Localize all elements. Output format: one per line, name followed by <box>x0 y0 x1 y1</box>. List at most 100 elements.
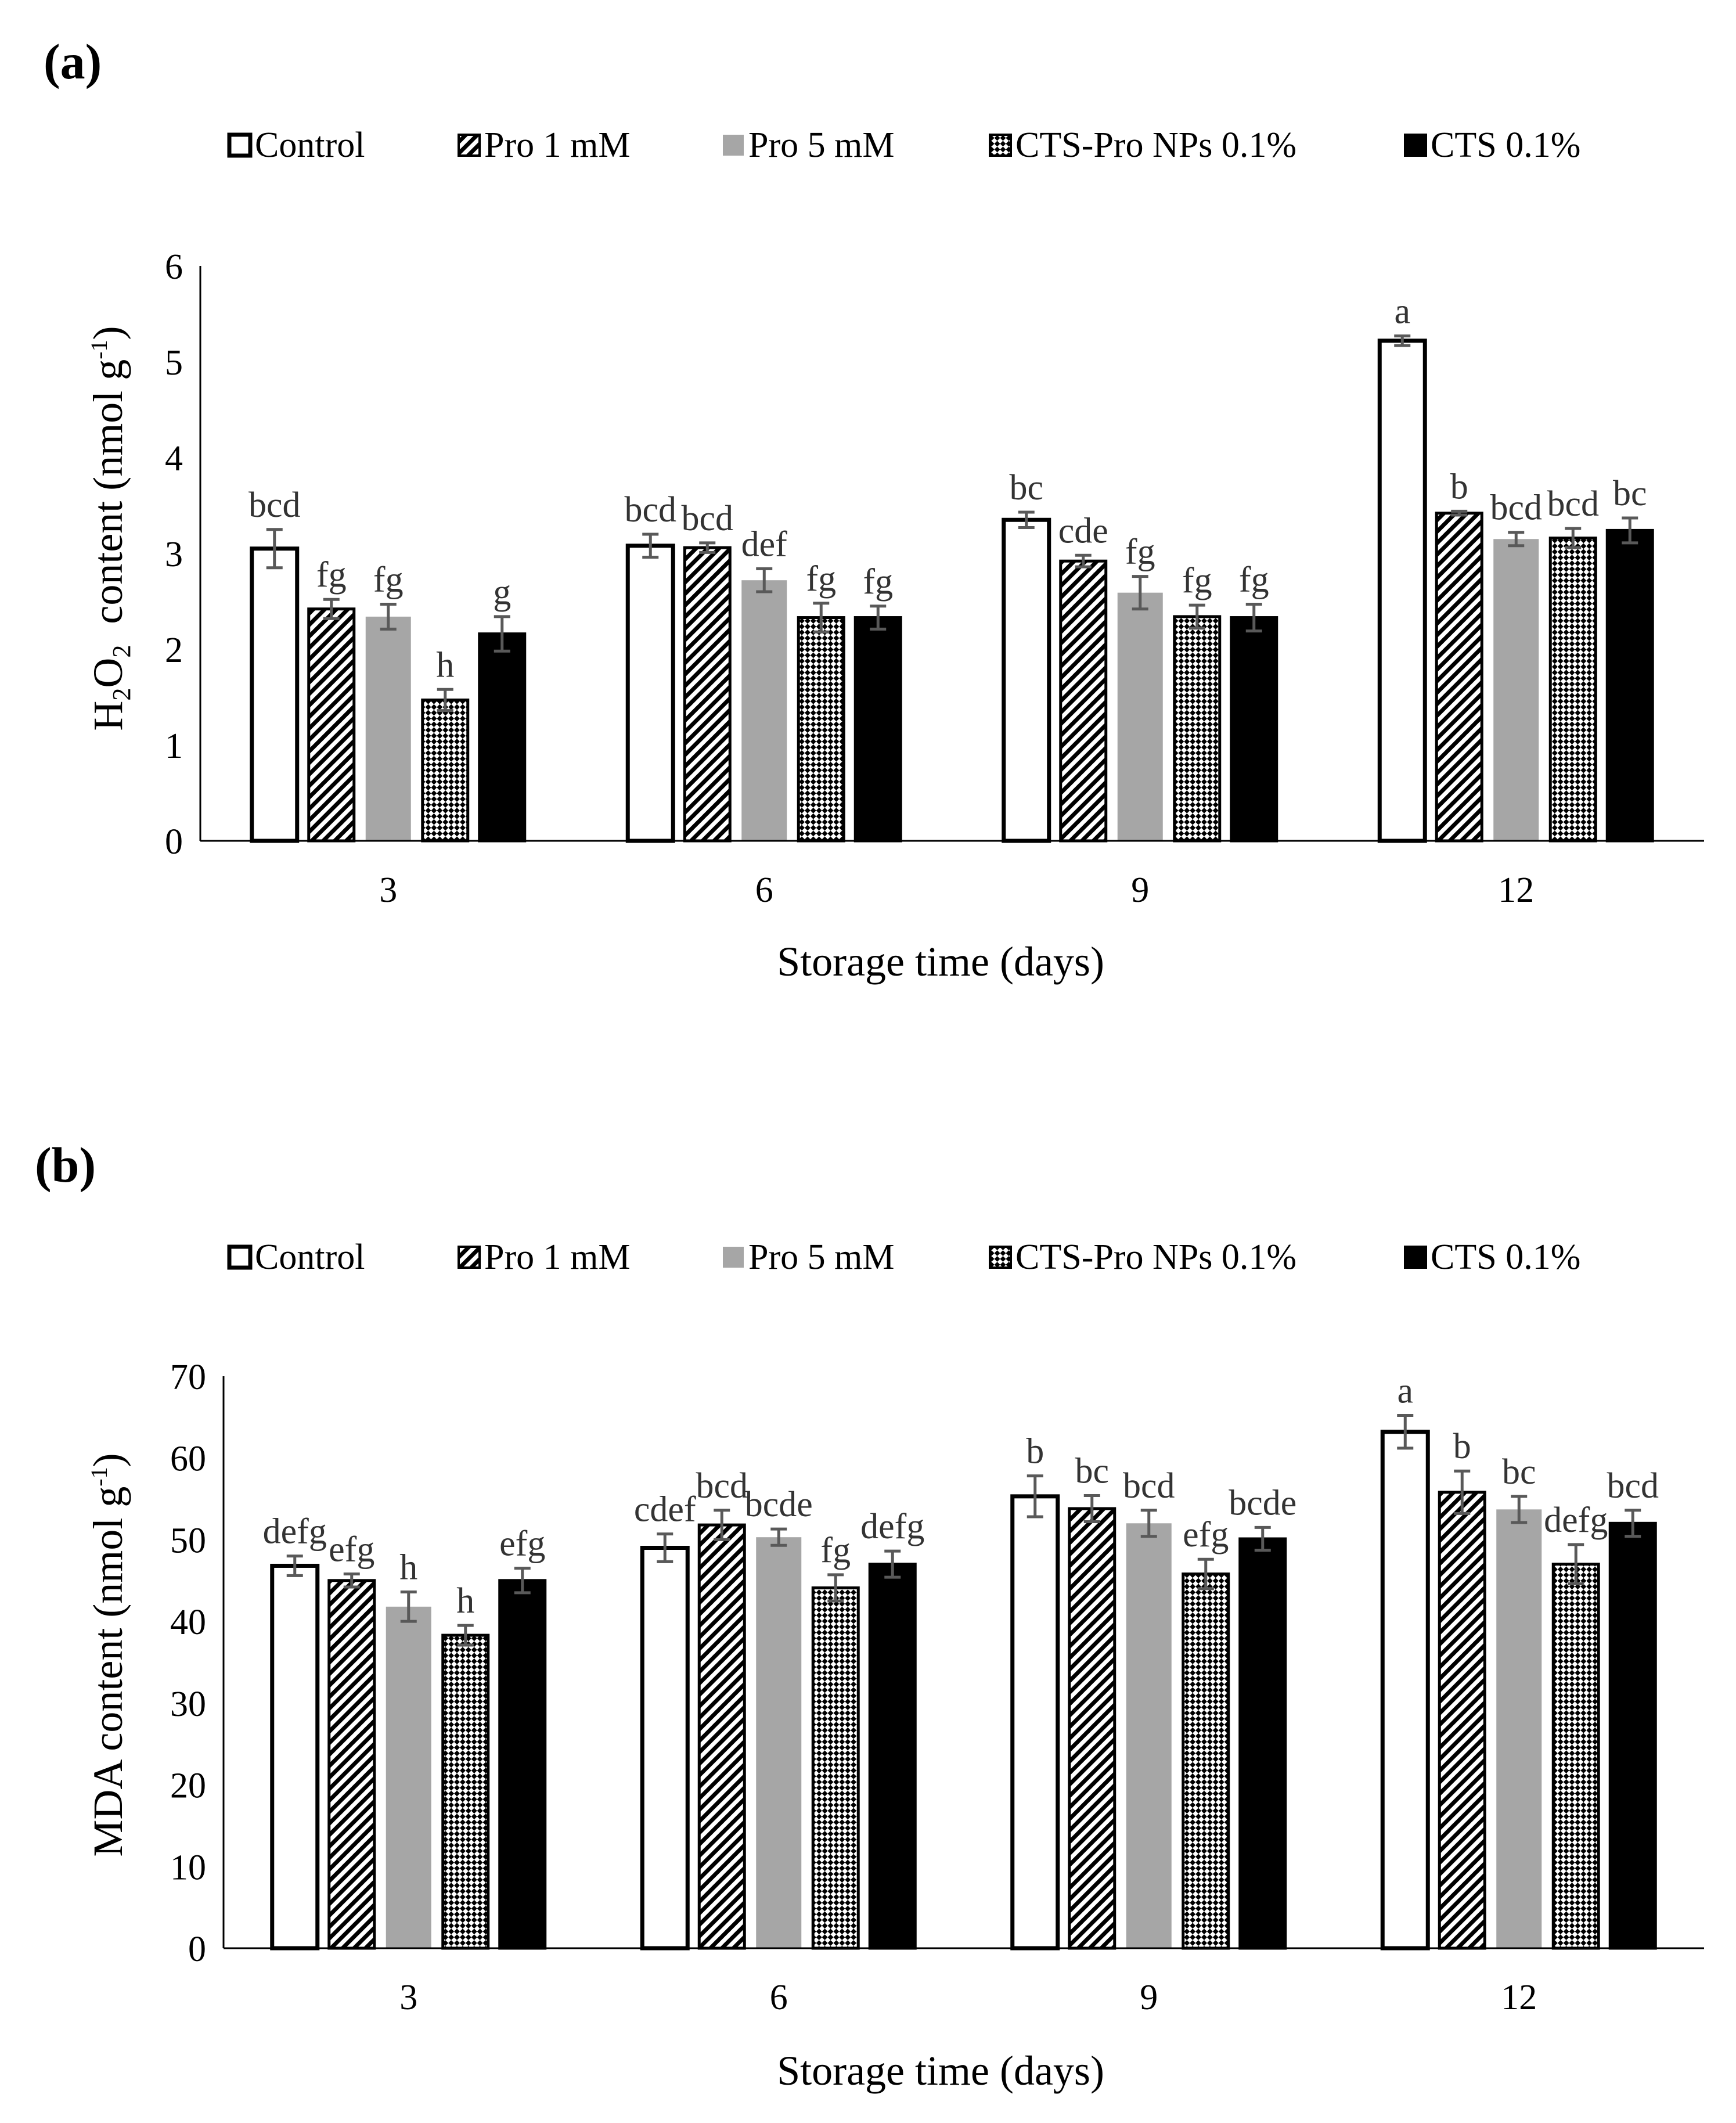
error-bar <box>1140 1509 1157 1538</box>
error-bar <box>1454 1469 1471 1515</box>
y-tick-label: 0 <box>188 1930 206 1969</box>
error-bar <box>400 1590 417 1623</box>
y-tick-label: 60 <box>170 1440 206 1479</box>
bar-cts-0-1-day-3 <box>498 1579 547 1950</box>
significance-letter: cdef <box>634 1490 696 1530</box>
y-tick-label: 6 <box>165 247 183 287</box>
bar-control-day-9 <box>1010 1494 1060 1951</box>
error-bar <box>494 615 510 653</box>
bar-pro-5-mm-day-12 <box>1496 1509 1542 1948</box>
significance-letter: fg <box>806 559 836 599</box>
error-bar <box>1397 1414 1414 1450</box>
x-tick-label: 12 <box>1498 870 1534 910</box>
significance-letter: defg <box>263 1512 327 1552</box>
bar-pro-1-mm-day-9 <box>1059 559 1108 843</box>
bar-pro-5-mm-day-3 <box>386 1606 431 1948</box>
error-bar <box>1197 1557 1214 1591</box>
significance-letter: bc <box>1075 1451 1109 1491</box>
legend-swatch-cts-0-1 <box>1404 1246 1427 1269</box>
y-tick-label: 50 <box>170 1521 206 1560</box>
significance-letter: bc <box>1009 468 1043 508</box>
significance-letter: a <box>1394 292 1410 331</box>
x-tick-label: 9 <box>1131 870 1149 910</box>
significance-letter: bcd <box>1607 1466 1659 1506</box>
x-tick-label: 3 <box>399 1978 417 2017</box>
significance-letter: bc <box>1502 1452 1536 1492</box>
error-bar <box>1511 1495 1528 1524</box>
error-bar <box>1451 509 1468 517</box>
bar-control-day-6 <box>625 544 675 843</box>
bar-cts-0-1-day-9 <box>1230 616 1278 843</box>
bar-pro-5-mm-day-6 <box>741 580 787 841</box>
error-bar <box>1508 531 1525 548</box>
legend-label-pro-5-mm: Pro 5 mM <box>748 1237 894 1277</box>
error-bar <box>1625 1509 1641 1538</box>
bar-control-day-12 <box>1380 1430 1430 1951</box>
significance-letter: efg <box>1183 1515 1229 1555</box>
chart-b: (b) Control Pro 1 mM Pro 5 mM CTS-Pro NPs 0… <box>35 1137 1704 2094</box>
significance-letter: bcd <box>1490 488 1542 528</box>
significance-letter: bcd <box>1547 484 1599 524</box>
x-tick-label: 9 <box>1140 1978 1158 2017</box>
error-bar <box>884 1549 901 1579</box>
significance-letter: bcd <box>1123 1466 1175 1506</box>
significance-letter: def <box>741 524 788 564</box>
significance-letter: bcd <box>696 1466 748 1506</box>
legend-label-pro-1-mm: Pro 1 mM <box>484 1237 630 1277</box>
bar-cts-pro-nps-0-1-day-9 <box>1182 1573 1230 1950</box>
bar-pro-1-mm-day-3 <box>327 1579 376 1950</box>
y-tick-label: 5 <box>165 343 183 383</box>
error-bar <box>1568 1543 1584 1585</box>
significance-letter: fg <box>1182 561 1212 600</box>
error-bar <box>514 1567 531 1595</box>
y-tick-label: 1 <box>165 726 183 766</box>
significance-letter: h <box>436 645 454 685</box>
significance-letter: bcde <box>745 1485 813 1524</box>
legend-swatch-pro-1-mm <box>458 1246 481 1269</box>
significance-letter: cde <box>1058 511 1108 550</box>
significance-letter: fg <box>316 555 347 595</box>
x-tick-label: 6 <box>755 870 773 910</box>
error-bar <box>437 688 453 713</box>
significance-letter: h <box>456 1581 474 1621</box>
legend-swatch-control <box>227 132 253 158</box>
bar-pro-1-mm-day-6 <box>683 546 732 843</box>
legend-swatch-cts-pro-nps-0-1 <box>989 134 1012 157</box>
bar-control-day-9 <box>1002 517 1051 843</box>
error-bar <box>1622 516 1638 545</box>
significance-letter: fg <box>373 560 404 599</box>
error-bar <box>1132 575 1148 611</box>
error-bar <box>323 598 340 620</box>
legend-swatch-pro-5-mm <box>723 135 744 156</box>
legend-label-control: Control <box>255 125 365 165</box>
significance-letter: fg <box>820 1531 851 1570</box>
significance-letter: efg <box>499 1524 545 1564</box>
bar-control-day-12 <box>1377 339 1427 843</box>
error-bar <box>770 1527 787 1547</box>
significance-letter: defg <box>1544 1501 1608 1540</box>
bar-cts-0-1-day-12 <box>1605 528 1654 843</box>
bar-pro-5-mm-day-9 <box>1117 592 1163 841</box>
error-bar <box>827 1573 844 1603</box>
significance-letter: h <box>399 1548 417 1587</box>
y-tick-label: 40 <box>170 1603 206 1642</box>
y-tick-label: 30 <box>170 1685 206 1724</box>
legend-label-cts-0-1: CTS 0.1% <box>1431 125 1580 165</box>
bar-cts-0-1-day-6 <box>853 616 902 843</box>
legend-label-cts-0-1: CTS 0.1% <box>1431 1237 1580 1277</box>
legend-label-cts-pro-nps-0-1: CTS-Pro NPs 0.1% <box>1015 1237 1296 1277</box>
bar-pro-5-mm-day-6 <box>756 1537 802 1948</box>
bar-cts-pro-nps-0-1-day-3 <box>441 1633 490 1950</box>
bar-control-day-6 <box>640 1546 690 1951</box>
legend-label-control: Control <box>255 1237 365 1277</box>
legend-label-pro-5-mm: Pro 5 mM <box>748 125 894 165</box>
error-bar <box>380 602 397 631</box>
bar-control-day-3 <box>250 546 300 843</box>
y-tick-label: 70 <box>170 1358 206 1397</box>
y-tick-label: 10 <box>170 1848 206 1887</box>
error-bar <box>1245 602 1262 633</box>
significance-letter: b <box>1453 1427 1471 1466</box>
error-bar <box>870 604 887 631</box>
